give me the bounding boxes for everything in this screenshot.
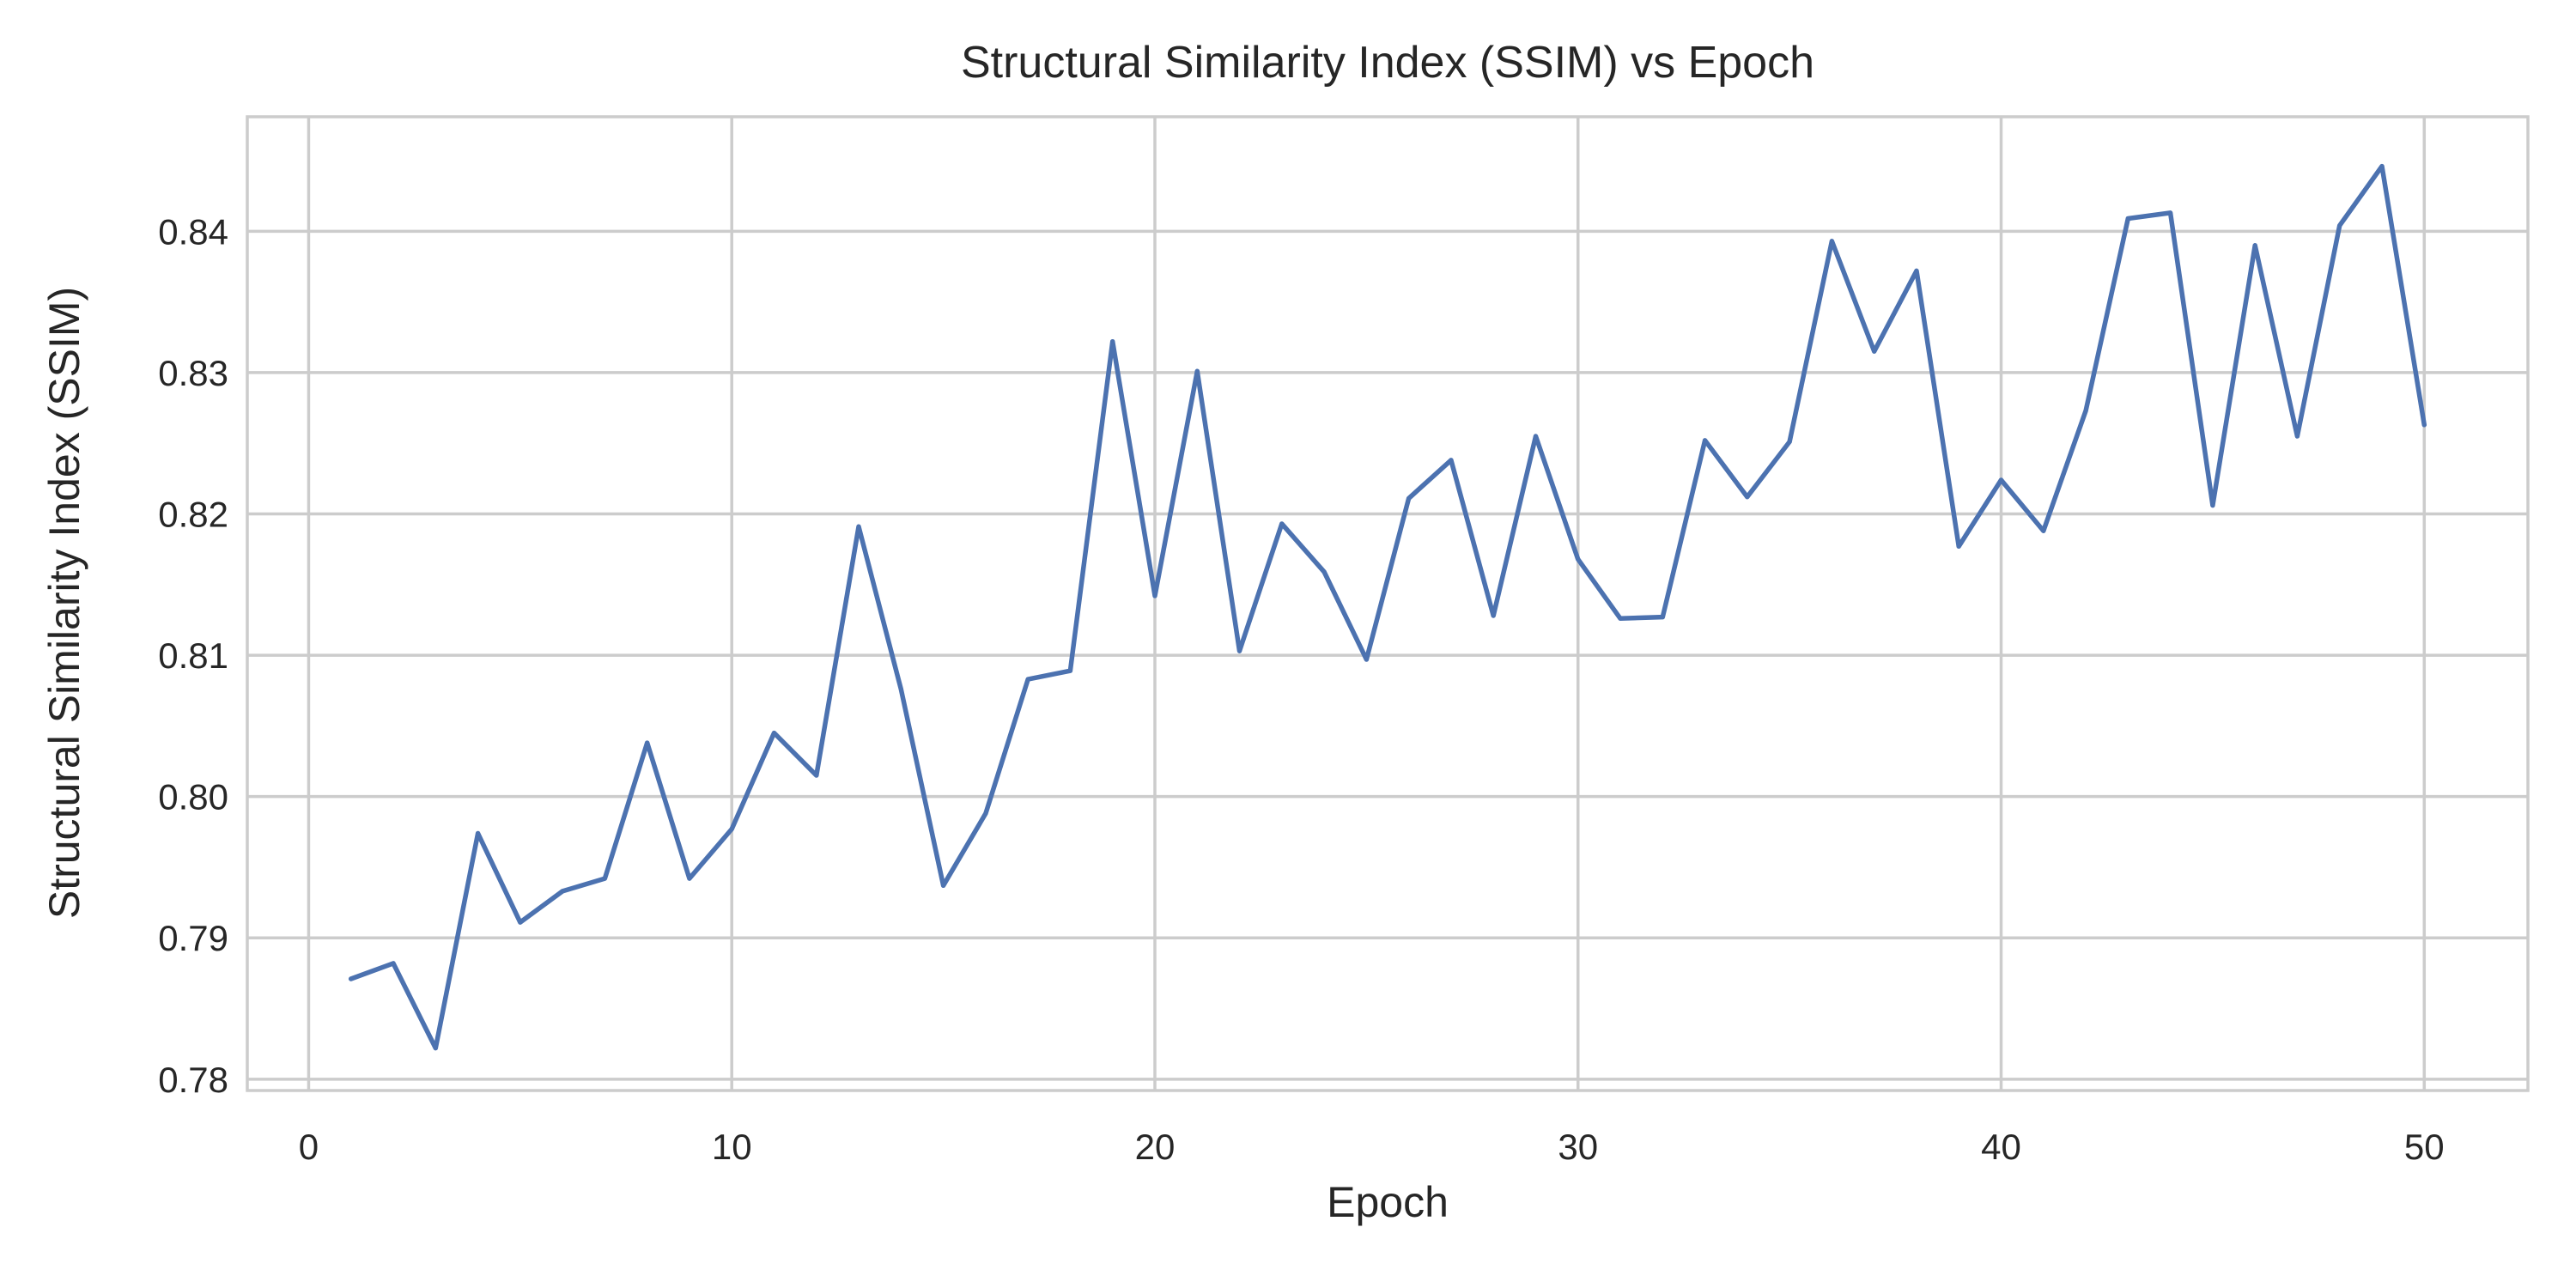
y-axis-label: Structural Similarity Index (SSIM) xyxy=(40,287,88,919)
ssim-data-point xyxy=(941,883,946,888)
ssim-data-point xyxy=(983,811,988,816)
ssim-data-point xyxy=(2168,210,2173,216)
ssim-data-point xyxy=(1321,569,1327,574)
x-tick-label: 20 xyxy=(1135,1127,1176,1167)
y-tick-label: 0.80 xyxy=(158,777,228,817)
y-tick-label: 0.78 xyxy=(158,1060,228,1100)
y-tick-label: 0.82 xyxy=(158,494,228,534)
ssim-data-point xyxy=(2041,528,2046,533)
series-layer xyxy=(348,163,2427,1051)
ssim-data-point xyxy=(391,961,396,966)
ssim-data-point xyxy=(771,731,776,736)
ssim-data-point xyxy=(1406,495,1412,501)
ssim-data-point xyxy=(2083,408,2088,413)
chart-title: Structural Similarity Index (SSIM) vs Ep… xyxy=(961,38,1814,88)
ssim-data-point xyxy=(856,524,861,529)
ssim-data-point xyxy=(1914,268,1919,273)
ssim-data-point xyxy=(1364,657,1369,662)
x-tick-labels: 0 10 20 30 40 50 xyxy=(299,1127,2445,1167)
plot-frame xyxy=(246,115,2530,1092)
x-tick-label: 0 xyxy=(299,1127,319,1167)
ssim-data-point xyxy=(2125,216,2130,222)
ssim-data-point xyxy=(2337,223,2342,228)
ssim-data-point xyxy=(1787,440,1792,445)
ssim-data-point xyxy=(1999,477,2004,483)
y-tick-labels: 0.78 0.79 0.80 0.81 0.82 0.83 0.84 xyxy=(158,211,228,1100)
ssim-data-point xyxy=(2252,243,2257,248)
ssim-data-point xyxy=(1576,556,1581,562)
ssim-data-point xyxy=(433,1046,438,1051)
x-tick-label: 10 xyxy=(712,1127,752,1167)
ssim-data-point xyxy=(1449,458,1454,463)
ssim-data-point xyxy=(1829,239,1834,244)
ssim-data-point xyxy=(645,740,650,745)
ssim-data-point xyxy=(1237,648,1242,653)
y-tick-label: 0.79 xyxy=(158,918,228,958)
ssim-data-point xyxy=(602,876,607,881)
ssim-data-point xyxy=(1491,613,1496,618)
ssim-data-point xyxy=(1533,434,1538,439)
ssim-data-point xyxy=(1956,544,1961,549)
ssim-data-point xyxy=(349,976,354,981)
ssim-data-point xyxy=(2421,422,2427,428)
x-tick-label: 50 xyxy=(2404,1127,2445,1167)
ssim-data-point xyxy=(1110,339,1115,344)
x-axis-label: Epoch xyxy=(1327,1178,1449,1226)
ssim-data-point xyxy=(518,920,523,925)
ssim-data-point xyxy=(1872,349,1877,354)
ssim-data-point xyxy=(2379,164,2385,169)
ssim-data-point xyxy=(729,827,734,832)
ssim-data-point xyxy=(1194,368,1200,374)
y-tick-label: 0.83 xyxy=(158,353,228,393)
ssim-data-point xyxy=(898,687,903,692)
ssim-data-point xyxy=(1067,668,1072,673)
x-tick-label: 30 xyxy=(1558,1127,1598,1167)
ssim-data-point xyxy=(814,773,819,778)
ssim-data-point xyxy=(560,889,565,894)
ssim-data-point xyxy=(1660,615,1665,620)
ssim-data-point xyxy=(1703,438,1708,443)
ssim-data-point xyxy=(687,876,692,881)
ssim-data-point xyxy=(1152,593,1157,598)
grid xyxy=(247,117,2528,1091)
ssim-series-line xyxy=(348,163,2427,1051)
ssim-data-point xyxy=(1025,677,1030,682)
ssim-data-point xyxy=(1745,495,1750,500)
ssim-data-point xyxy=(1279,521,1285,526)
y-tick-label: 0.81 xyxy=(158,635,228,676)
ssim-data-point xyxy=(476,830,481,835)
ssim-data-point xyxy=(2294,434,2300,439)
y-tick-label: 0.84 xyxy=(158,211,228,252)
ssim-data-point xyxy=(2210,503,2215,508)
x-tick-label: 40 xyxy=(1981,1127,2021,1167)
ssim-data-point xyxy=(1618,616,1623,621)
